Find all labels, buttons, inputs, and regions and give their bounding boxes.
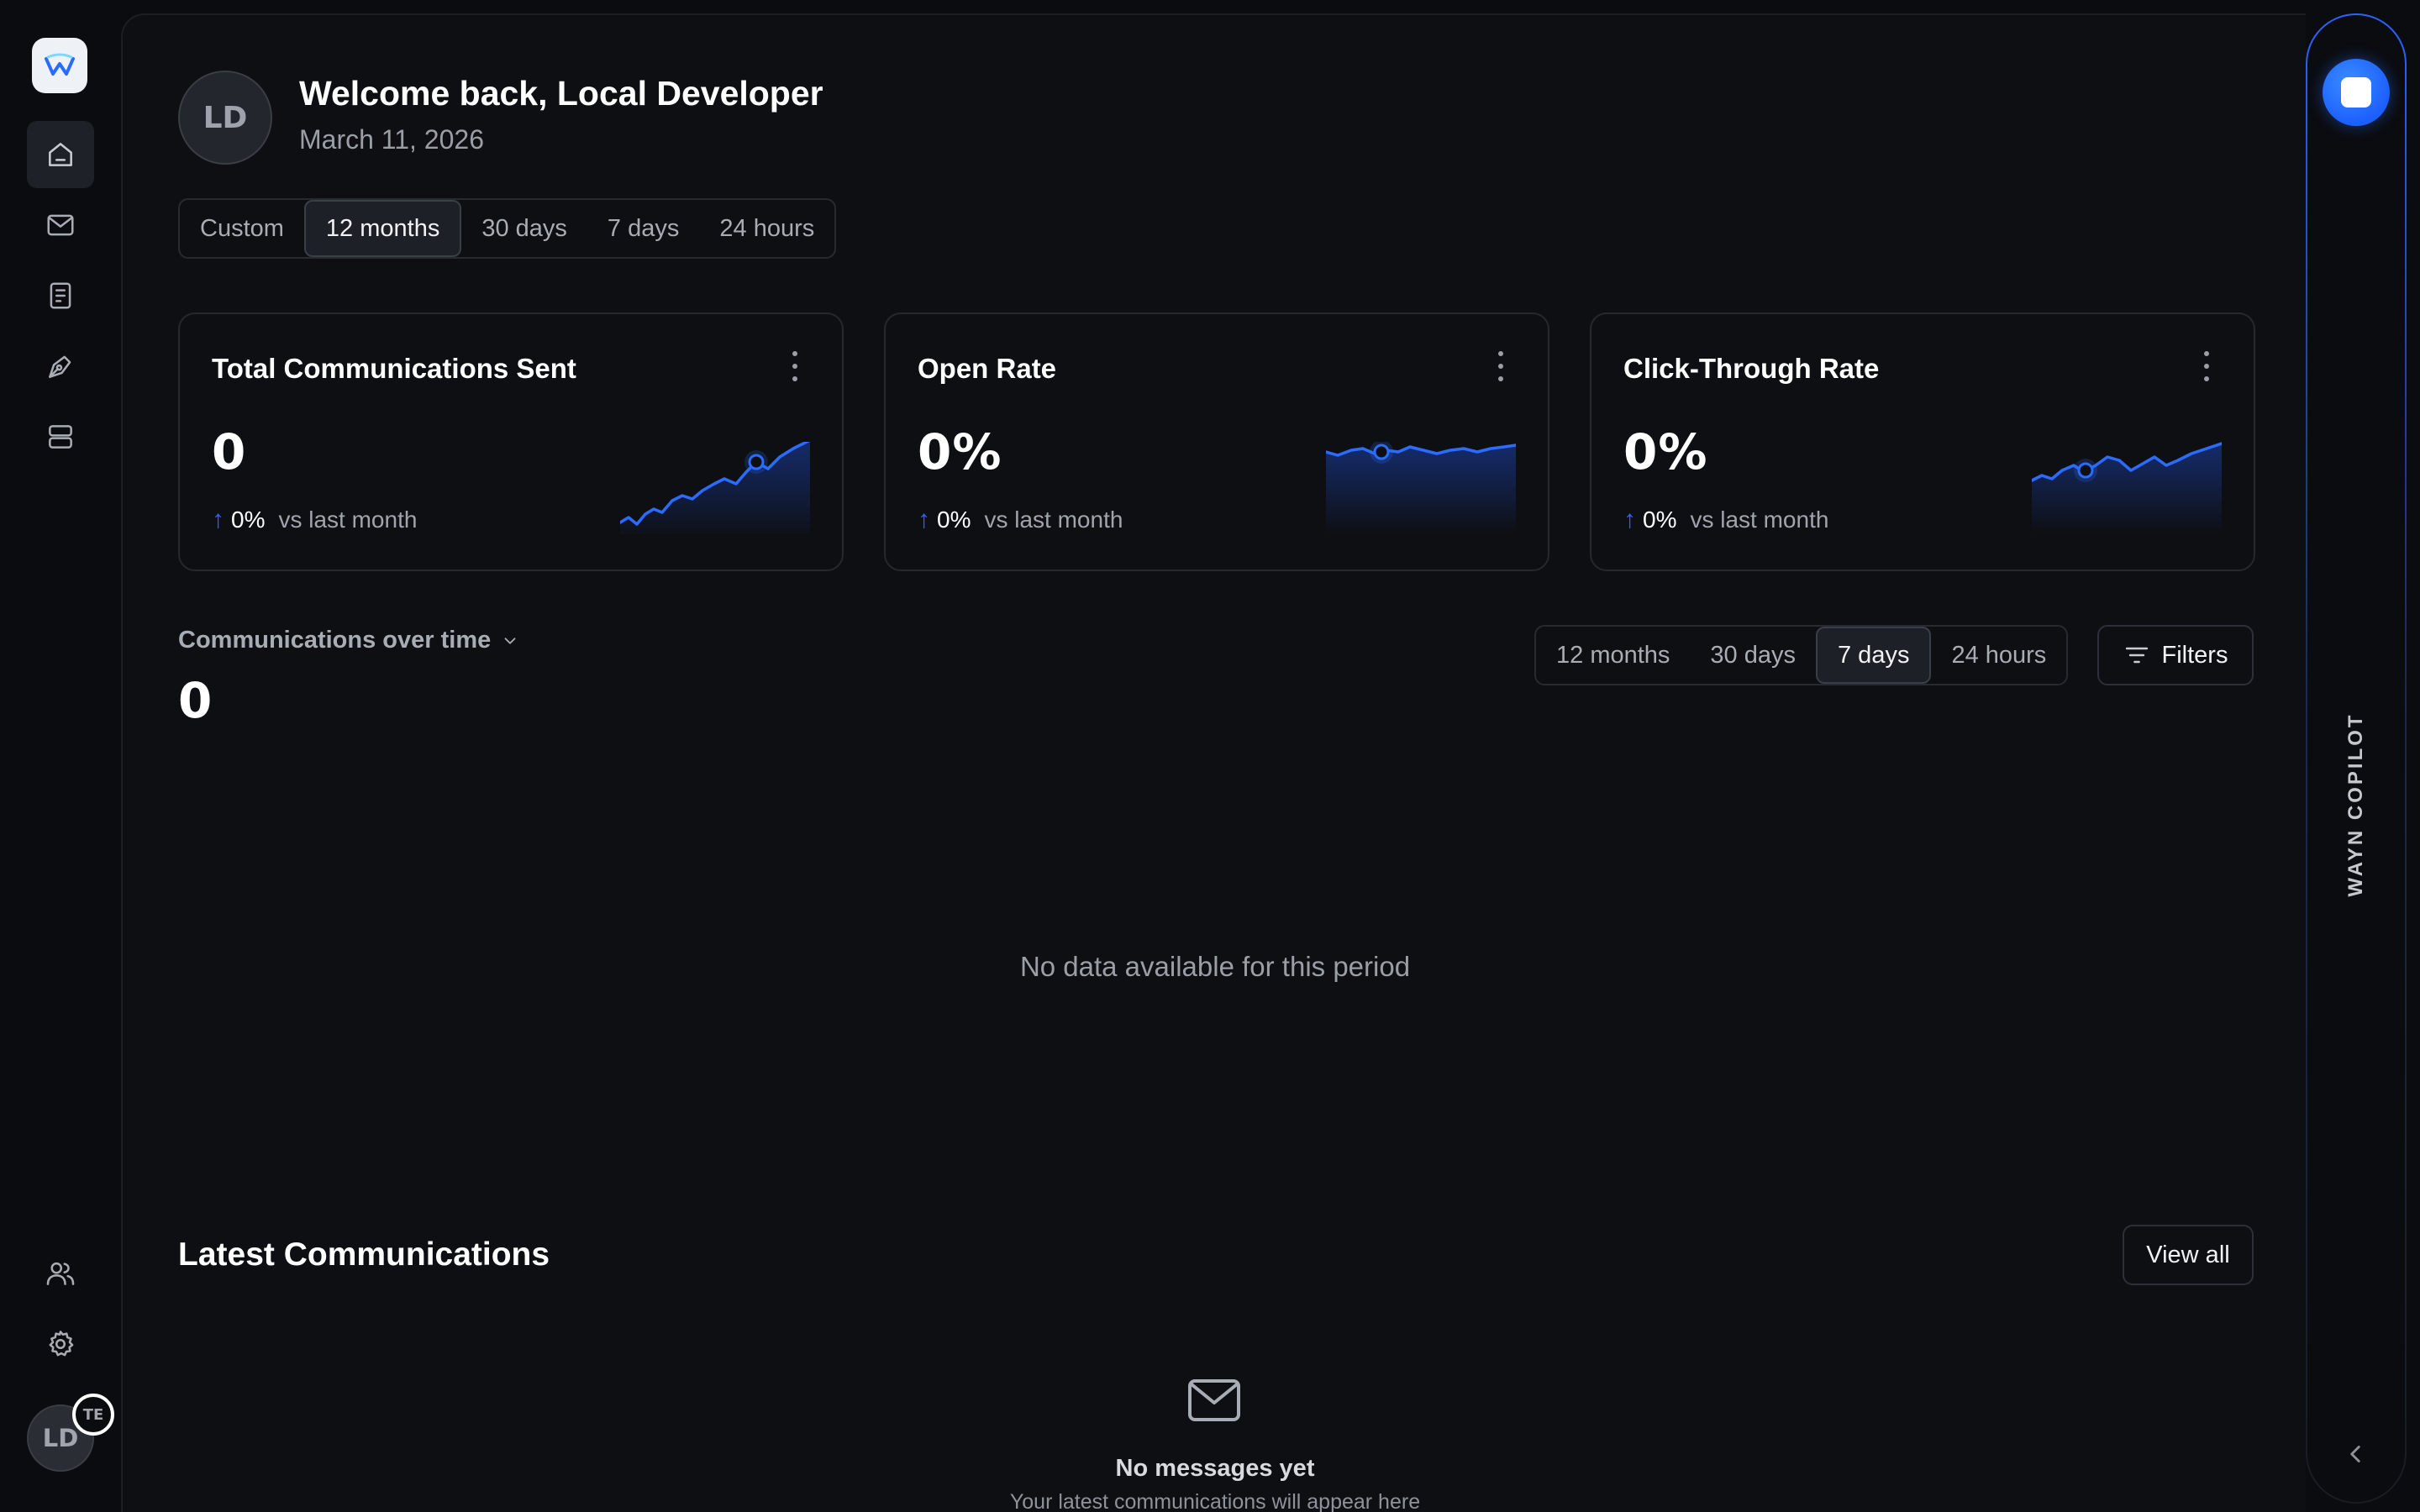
copilot-panel[interactable]: WAYN COPILOT [2306,13,2407,1504]
empty-state-subtitle: Your latest communications will appear h… [1009,1490,1421,1512]
sidebar: LD TE [0,0,121,1512]
metric-value: 0% [1623,423,1708,480]
sparkline [620,442,810,534]
arrow-up-icon: ↑ [918,506,930,533]
metric-value: 0 [212,423,247,480]
metric-card-total-sent: Total Communications Sent 0 ↑ 0% vs last… [178,312,844,571]
metric-change: ↑ 0% vs last month [918,506,1123,534]
change-comparison: vs last month [1690,507,1829,533]
copilot-label: WAYN COPILOT [2344,712,2367,897]
document-icon [50,282,71,309]
metric-value: 0% [918,423,1002,480]
range-custom[interactable]: Custom [200,214,284,242]
chevron-down-icon [504,637,516,644]
chart-range-30-days[interactable]: 30 days [1710,641,1796,669]
nav-templates[interactable] [27,262,94,329]
more-options-icon[interactable] [2202,351,2212,381]
range-30-days[interactable]: 30 days [481,214,567,242]
more-options-icon[interactable] [1496,351,1506,381]
filter-icon [2125,647,2148,664]
empty-state-title: No messages yet [1115,1455,1315,1482]
metric-change: ↑ 0% vs last month [212,506,417,534]
date-range-selector: Custom 12 months 30 days 7 days 24 hours [178,198,837,259]
user-avatar: LD [178,71,272,165]
home-icon [49,143,72,166]
view-all-button[interactable]: View all [2123,1225,2254,1285]
nav-data[interactable] [27,403,94,470]
chart-range-7-days[interactable]: 7 days [1816,627,1932,684]
page-title: Welcome back, Local Developer [299,74,823,113]
current-date: March 11, 2026 [299,124,484,155]
nav-settings[interactable] [27,1310,94,1378]
nav-home[interactable] [27,121,94,188]
chart-empty-state: No data available for this period [1019,951,1411,982]
chart-metric-label: Communications over time [178,627,492,654]
nav-inbox[interactable] [27,192,94,259]
sparkline [1326,442,1516,534]
change-percent: 0% [1643,507,1677,533]
section-title: Latest Communications [178,1236,550,1273]
range-12-months[interactable]: 12 months [303,200,462,257]
mail-icon [47,214,74,236]
change-percent: 0% [231,507,266,533]
chart-total-value: 0 [178,672,213,729]
change-comparison: vs last month [984,507,1123,533]
change-percent: 0% [937,507,971,533]
chart-metric-dropdown[interactable]: Communications over time [178,627,519,654]
filters-button[interactable]: Filters [2097,625,2254,685]
copilot-orb-icon [2341,77,2371,108]
metric-card-click-through: Click-Through Rate 0% ↑ 0% vs last month [1590,312,2255,571]
nav-users[interactable] [27,1240,94,1307]
logo-icon [45,53,75,76]
workspace-badge[interactable]: TE [72,1394,114,1436]
gear-icon [49,1331,74,1357]
metric-title: Open Rate [918,353,1057,384]
app-logo[interactable] [32,38,87,93]
metric-title: Total Communications Sent [212,353,576,384]
chart-range-24-hours[interactable]: 24 hours [1951,641,2047,669]
nav-design[interactable] [27,333,94,400]
chevron-left-icon[interactable] [2341,1440,2370,1468]
more-options-icon[interactable] [790,351,800,381]
filters-label: Filters [2161,641,2228,669]
chart-range-selector: 12 months 30 days 7 days 24 hours [1534,625,2069,685]
arrow-up-icon: ↑ [212,506,224,533]
mail-icon [1188,1379,1240,1421]
copilot-button[interactable] [2323,59,2390,126]
metric-title: Click-Through Rate [1623,353,1880,384]
dashboard-panel: LD Welcome back, Local Developer March 1… [121,13,2306,1512]
change-comparison: vs last month [278,507,418,533]
users-icon [46,1262,75,1285]
layers-icon [49,425,72,449]
metric-card-open-rate: Open Rate 0% ↑ 0% vs last month [884,312,1549,571]
range-24-hours[interactable]: 24 hours [719,214,815,242]
arrow-up-icon: ↑ [1623,506,1636,533]
metric-change: ↑ 0% vs last month [1623,506,1828,534]
pen-tool-icon [49,355,71,378]
range-7-days[interactable]: 7 days [607,214,680,242]
chart-range-12-months[interactable]: 12 months [1556,641,1670,669]
sparkline [2032,442,2222,534]
